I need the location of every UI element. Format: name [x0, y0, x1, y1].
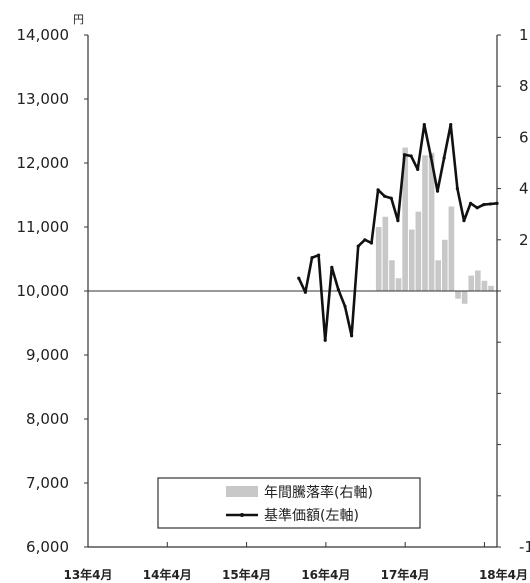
annual-return-bar	[475, 270, 481, 291]
nav-point	[482, 203, 486, 207]
nav-point	[488, 202, 492, 206]
left-axis-unit: 円	[73, 13, 84, 26]
nav-point	[350, 334, 354, 338]
annual-return-bar	[382, 216, 389, 291]
nav-point	[435, 189, 440, 193]
annual-return-bar	[375, 227, 382, 291]
nav-point	[429, 155, 433, 159]
nav-point	[316, 253, 321, 257]
annual-return-bar	[435, 260, 442, 291]
annual-return-bar	[488, 285, 494, 291]
legend-box	[157, 477, 421, 529]
nav-point	[495, 201, 499, 205]
right-tick-label: 4	[519, 180, 529, 198]
nav-point	[455, 187, 459, 191]
left-tick-label: 8,000	[26, 410, 69, 428]
legend-label-nav: 基準価額(左軸)	[264, 507, 359, 524]
annual-return-bar	[422, 155, 428, 291]
x-tick-label: 15年4月	[222, 567, 271, 582]
nav-point	[310, 256, 314, 260]
annual-return-bar	[395, 278, 402, 291]
annual-return-bar	[402, 147, 408, 291]
right-axis-ticks: 1 8 6 4 2 -1	[497, 26, 530, 556]
legend-swatch-bar	[226, 486, 258, 497]
nav-line	[297, 123, 499, 342]
nav-point	[462, 219, 466, 223]
left-tick-label: 12,000	[17, 154, 70, 172]
left-tick-label: 6,000	[26, 538, 69, 556]
annual-return-bar	[455, 291, 461, 299]
nav-point	[383, 194, 387, 198]
x-tick-label: 14年4月	[143, 567, 192, 582]
nav-point	[369, 241, 374, 245]
legend-label-annual-return: 年間騰落率(右軸)	[264, 484, 373, 501]
left-tick-label: 11,000	[17, 218, 70, 236]
nav-point	[363, 238, 367, 242]
annual-return-bar	[441, 239, 448, 291]
x-axis-ticks: 13年4月 14年4月 15年4月 16年4月 17年4月 18年4月	[63, 542, 528, 582]
nav-point	[303, 290, 307, 294]
annual-return-bar	[481, 280, 488, 291]
nav-point	[468, 201, 473, 205]
annual-return-bar	[389, 260, 395, 291]
nav-point	[449, 123, 453, 127]
right-tick-label: -1	[519, 538, 530, 556]
left-tick-label: 10,000	[17, 282, 70, 300]
nav-point	[376, 188, 380, 192]
nav-point	[297, 276, 301, 280]
left-tick-label: 13,000	[17, 90, 70, 108]
right-tick-label: 1	[519, 26, 529, 44]
nav-point	[323, 338, 327, 342]
nav-point	[475, 206, 479, 210]
annual-return-bar	[428, 152, 435, 291]
chart-axes	[87, 35, 498, 548]
nav-point	[402, 153, 407, 157]
nav-point	[416, 167, 420, 171]
nav-point	[330, 265, 334, 269]
nav-point	[336, 288, 341, 292]
left-tick-label: 9,000	[26, 346, 69, 364]
right-tick-label: 2	[519, 231, 529, 249]
nav-line-path	[297, 123, 498, 342]
right-tick-label: 8	[519, 77, 529, 95]
legend: 年間騰落率(右軸) 基準価額(左軸)	[157, 477, 421, 529]
right-tick-label: 6	[519, 128, 529, 146]
nav-point	[396, 219, 400, 223]
nav-point	[422, 123, 426, 127]
annual-return-bars	[375, 147, 494, 304]
nav-point	[442, 156, 446, 160]
annual-return-bar	[415, 211, 422, 291]
legend-swatch-marker	[240, 513, 244, 517]
left-tick-label: 14,000	[17, 26, 70, 44]
x-tick-label: 16年4月	[301, 567, 350, 582]
x-tick-label: 17年4月	[381, 567, 430, 582]
annual-return-bar	[408, 229, 415, 291]
left-tick-label: 7,000	[26, 474, 69, 492]
nav-point	[409, 154, 413, 158]
x-tick-label: 18年4月	[479, 567, 528, 582]
annual-return-bar	[448, 206, 455, 291]
annual-return-bar	[461, 291, 468, 304]
annual-return-bar	[468, 275, 475, 291]
nav-point	[389, 196, 393, 200]
nav-point	[343, 304, 347, 308]
x-tick-label: 13年4月	[63, 567, 112, 582]
left-axis-ticks: 6,000 7,000 8,000 9,000 10,000 11,000 12,000 13…	[17, 26, 88, 556]
nav-point	[356, 244, 360, 248]
